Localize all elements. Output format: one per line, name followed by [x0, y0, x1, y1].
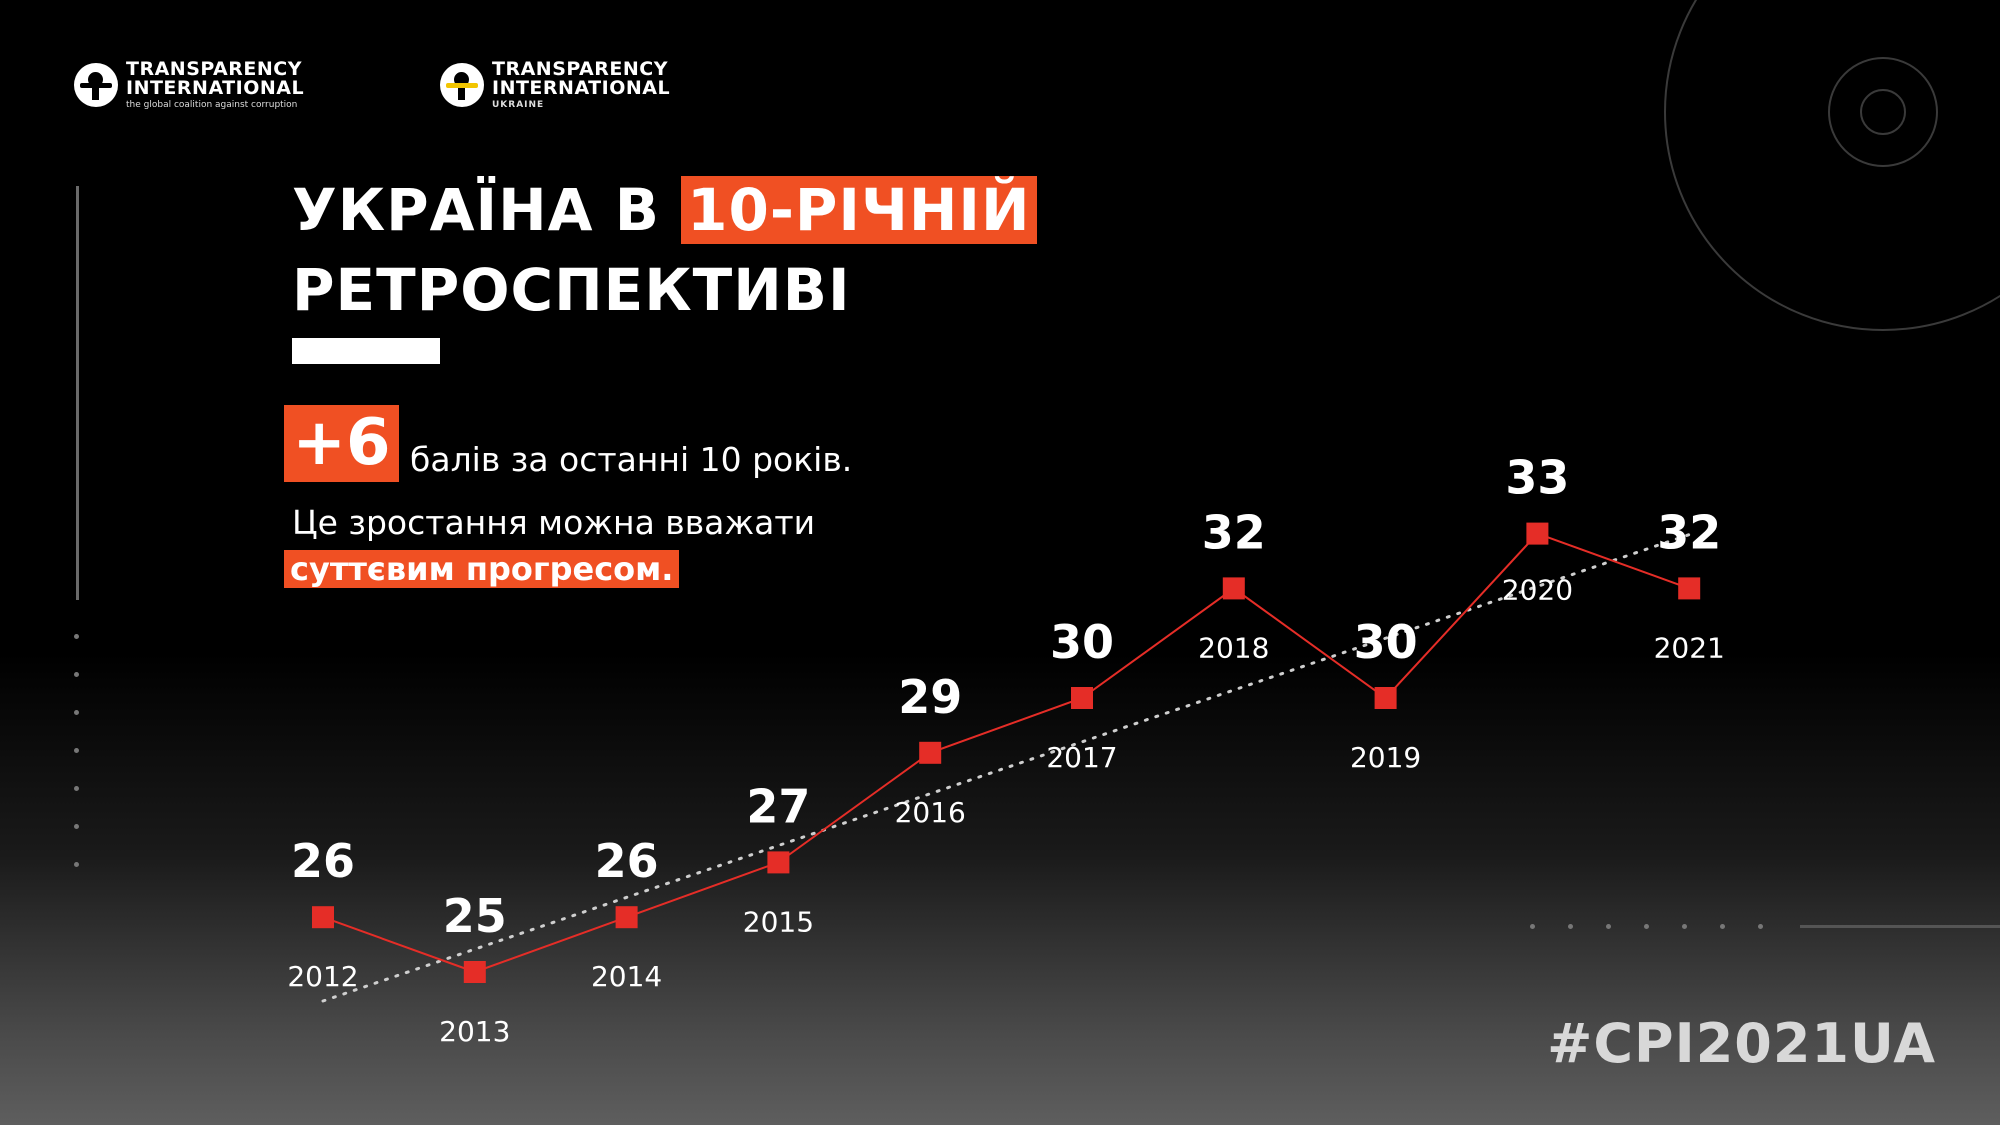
- ti-global-logo: TRANSPARENCY INTERNATIONAL the global co…: [74, 60, 304, 110]
- data-marker: [312, 906, 334, 929]
- data-value-label: 27: [746, 779, 810, 833]
- data-value-label: 32: [1202, 505, 1266, 559]
- data-marker: [1374, 687, 1397, 709]
- title-line2: РЕТРОСПЕКТИВІ: [292, 256, 851, 324]
- year-label: 2020: [1502, 574, 1573, 607]
- data-value-label: 30: [1050, 615, 1114, 669]
- data-marker: [1678, 577, 1701, 600]
- ti-ukraine-logo-icon: [440, 63, 484, 107]
- logo-line1: TRANSPARENCY: [492, 58, 668, 80]
- year-label: 2015: [743, 905, 814, 938]
- year-label: 2017: [1046, 741, 1117, 774]
- summary-line1: балів за останні 10 років.: [410, 440, 853, 479]
- summary-line2: Це зростання можна вважати: [292, 503, 816, 542]
- logo-tagline: UKRAINE: [492, 100, 545, 110]
- data-value-label: 25: [443, 889, 507, 943]
- score-change-badge: +6: [284, 405, 399, 482]
- data-marker: [615, 906, 638, 929]
- data-marker: [1222, 577, 1245, 600]
- title-part1: УКРАЇНА В: [292, 176, 682, 244]
- year-label: 2019: [1350, 741, 1421, 774]
- title-underline-bar: [292, 338, 440, 364]
- data-value-label: 26: [291, 834, 355, 888]
- data-value-label: 29: [898, 670, 962, 724]
- data-value-label: 26: [595, 834, 659, 888]
- data-marker: [1526, 522, 1549, 545]
- ti-ukraine-logo: TRANSPARENCY INTERNATIONAL UKRAINE: [440, 60, 670, 110]
- chart-marks: 26 2012 25 2013 26 2014 27 2015 29 2016 30 2017 32 20…: [287, 451, 1724, 1048]
- logo-line1: TRANSPARENCY: [126, 58, 302, 80]
- data-value-label: 33: [1505, 451, 1569, 505]
- data-marker: [1071, 687, 1093, 709]
- small-ring: [1860, 89, 1906, 135]
- data-value-label: 30: [1354, 615, 1418, 669]
- summary-line3-highlight: суттєвим прогресом.: [284, 550, 680, 588]
- data-marker: [767, 851, 790, 874]
- year-label: 2016: [895, 796, 966, 829]
- large-ring: [1664, 0, 2000, 331]
- data-marker: [919, 741, 942, 764]
- trend-line: [321, 533, 1691, 1003]
- year-label: 2018: [1198, 631, 1269, 664]
- logo-tagline: the global coalition against corruption: [126, 100, 298, 110]
- data-value-label: 32: [1657, 505, 1721, 559]
- year-label: 2012: [287, 960, 358, 993]
- year-label: 2013: [439, 1015, 510, 1048]
- horizontal-dots: [1530, 924, 1763, 929]
- horizontal-divider: [1800, 925, 2000, 928]
- year-label: 2014: [591, 960, 662, 993]
- ti-logo-icon: [74, 63, 118, 107]
- vertical-divider: [76, 186, 79, 600]
- vertical-dots: [74, 634, 79, 867]
- page-title: УКРАЇНА В 10-РІЧНІЙ РЕТРОСПЕКТИВІ: [292, 170, 1037, 330]
- series-line: [322, 532, 1690, 974]
- title-highlight: 10-РІЧНІЙ: [681, 176, 1037, 244]
- logo-line2: INTERNATIONAL: [492, 77, 671, 99]
- hashtag: #CPI2021UA: [1547, 1012, 1936, 1075]
- logo-line2: INTERNATIONAL: [126, 77, 305, 99]
- year-label: 2021: [1654, 631, 1725, 664]
- medium-ring: [1828, 57, 1938, 167]
- data-marker: [463, 961, 486, 983]
